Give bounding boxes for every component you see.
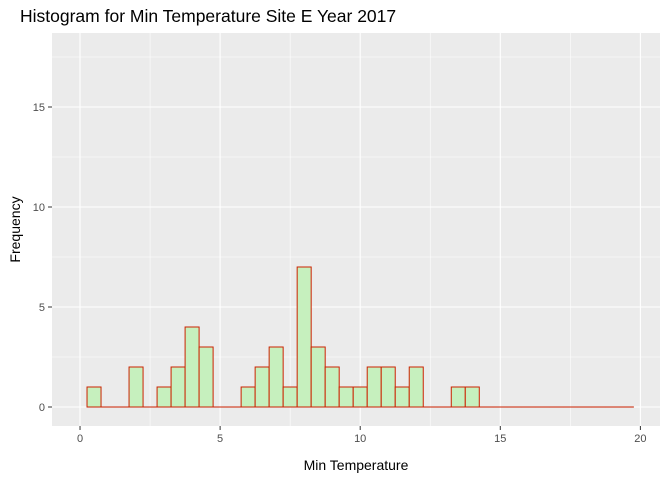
histogram-bar [184,326,200,408]
histogram-bar [310,346,326,408]
x-tick-label: 20 [634,433,646,445]
y-tick-label: 10 [33,202,45,214]
chart-title: Histogram for Min Temperature Site E Yea… [20,6,397,26]
plot-panel [52,33,660,426]
histogram-bar [86,386,102,408]
histogram-bar [156,386,172,408]
histogram-bar [338,386,354,408]
histogram-bar [380,366,396,408]
histogram-bar [198,346,214,408]
y-tick-label: 15 [33,102,45,114]
histogram-bar [352,386,368,408]
histogram-bars [86,266,634,408]
histogram-bar [240,386,256,408]
x-axis-title: Min Temperature [304,457,409,473]
histogram-bar [254,366,270,408]
x-axis-ticks: 0 5 10 15 20 [77,426,647,445]
histogram-bar [268,346,284,408]
y-axis-ticks: 0 5 10 15 [33,102,52,414]
histogram-bar [408,366,424,408]
x-tick-label: 15 [494,433,506,445]
histogram-bar [128,366,144,408]
x-tick-label: 5 [217,433,223,445]
y-axis-title: Frequency [7,196,23,262]
histogram-bar [170,366,186,408]
minor-gridlines [52,33,660,426]
histogram-bar [282,386,298,408]
histogram-bar [450,386,466,408]
histogram-bar [394,386,410,408]
y-tick-label: 5 [39,302,45,314]
histogram-bar [366,366,382,408]
y-tick-label: 0 [39,402,45,414]
histogram-bar [464,386,480,408]
histogram-bar [296,266,312,408]
x-tick-label: 10 [354,433,366,445]
histogram-bar [324,366,340,408]
x-tick-label: 0 [77,433,83,445]
